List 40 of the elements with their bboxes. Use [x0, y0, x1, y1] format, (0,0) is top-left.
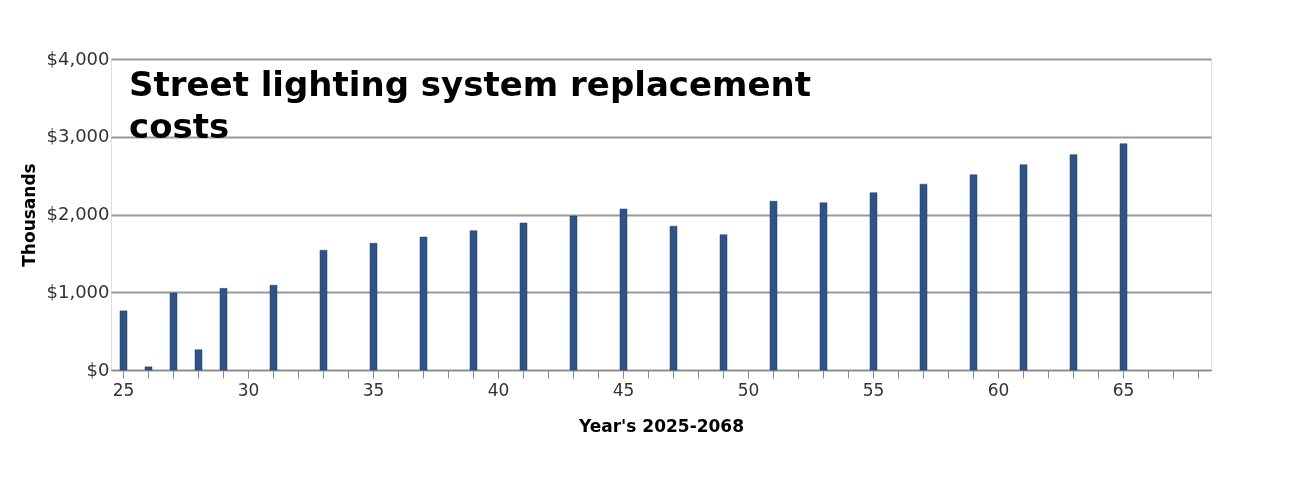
y-tick-label: $0	[86, 358, 110, 380]
x-tick-label: 35	[362, 379, 385, 400]
y-tick-label: $3,000	[46, 125, 110, 147]
bar	[969, 174, 978, 371]
bar	[619, 208, 628, 371]
y-tick-label: $4,000	[46, 47, 110, 69]
bar	[519, 222, 528, 371]
x-tick-label: 60	[987, 379, 1010, 400]
x-tick-label: 55	[862, 379, 885, 400]
x-tick-label: 45	[612, 379, 635, 400]
bar	[169, 292, 178, 371]
y-tick-label: $2,000	[46, 203, 110, 224]
text: Street lighting system replacement costs	[129, 64, 811, 146]
bar	[569, 215, 578, 371]
y-axis-title: Thousands	[18, 163, 39, 267]
bar	[819, 202, 828, 371]
bar	[144, 366, 153, 371]
bar	[369, 243, 378, 371]
bar	[469, 230, 478, 371]
x-tick-label: 30	[237, 379, 260, 400]
bar	[1069, 154, 1078, 371]
bar	[419, 236, 428, 371]
bar	[919, 183, 928, 371]
bar	[269, 285, 278, 371]
x-axis-title: Year's 2025-2068	[577, 415, 745, 436]
x-tick-label: 25	[112, 379, 135, 400]
bar	[669, 225, 678, 371]
bar	[319, 250, 328, 371]
x-tick-label: 40	[487, 379, 510, 400]
bar	[1119, 143, 1128, 371]
bar	[869, 192, 878, 371]
bar	[119, 310, 128, 371]
x-tick-label: 65	[1112, 379, 1135, 400]
bar	[719, 234, 728, 371]
bar	[219, 288, 228, 371]
bar	[1019, 164, 1028, 371]
x-tick-label: 50	[737, 379, 760, 400]
y-tick-label: $1,000	[46, 280, 110, 302]
bar	[769, 201, 778, 371]
bar	[194, 349, 203, 371]
